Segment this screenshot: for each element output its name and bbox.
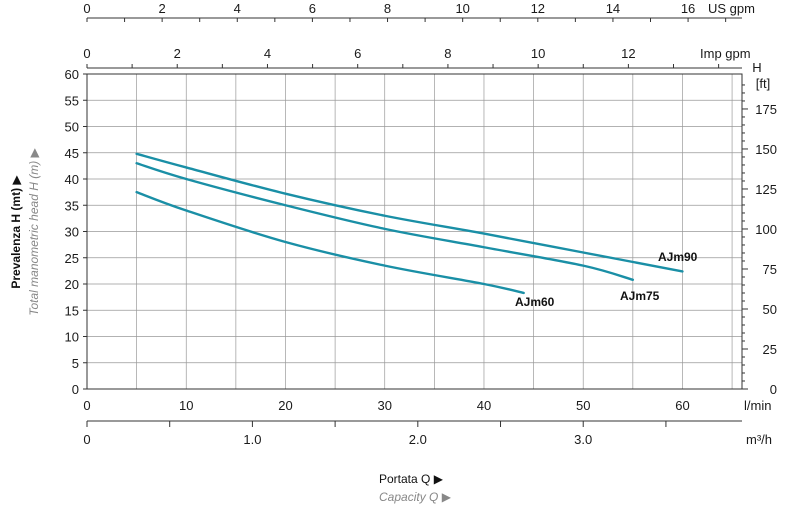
- us-gpm-tick-label: 6: [309, 1, 316, 16]
- m3h-unit-label: m³/h: [746, 432, 772, 447]
- series-label-ajm90: AJm90: [658, 250, 698, 264]
- m3h-tick-label: 3.0: [574, 432, 592, 447]
- x-axis-subtitle: Capacity Q ▶: [379, 490, 452, 504]
- x-axis-title: Portata Q ▶: [379, 472, 444, 486]
- imp-gpm-tick-label: 10: [531, 46, 545, 61]
- ft-tick-label: 125: [755, 182, 777, 197]
- ft-axis-title-unit: [ft]: [756, 76, 770, 91]
- ft-tick-label: 175: [755, 102, 777, 117]
- series-curve-ajm60: [135, 190, 525, 295]
- imp-gpm-tick-label: 12: [621, 46, 635, 61]
- series-curve-ajm90: [135, 152, 684, 273]
- y-tick-label: 55: [65, 93, 79, 108]
- ft-tick-label: 75: [763, 262, 777, 277]
- y-tick-label: 35: [65, 198, 79, 213]
- x-tick-label: 50: [576, 398, 590, 413]
- y-axis-title: Prevalenza H (mt) ▶: [9, 175, 23, 289]
- y-tick-label: 0: [72, 382, 79, 397]
- us-gpm-tick-label: 4: [234, 1, 241, 16]
- ft-axis-title-h: H: [752, 60, 761, 75]
- x-tick-label: 30: [377, 398, 391, 413]
- us-gpm-tick-label: 12: [531, 1, 545, 16]
- imp-gpm-tick-label: 4: [264, 46, 271, 61]
- series-curve-ajm75: [135, 162, 635, 281]
- us-gpm-tick-label: 10: [455, 1, 469, 16]
- m3h-tick-label: 0: [83, 432, 90, 447]
- imp-gpm-unit-label: Imp gpm: [700, 46, 751, 61]
- x-unit-label: l/min: [744, 398, 771, 413]
- us-gpm-tick-label: 14: [606, 1, 620, 16]
- ft-tick-label: 50: [763, 302, 777, 317]
- imp-gpm-tick-label: 6: [354, 46, 361, 61]
- ft-tick-label: 25: [763, 342, 777, 357]
- ft-tick-label: 150: [755, 142, 777, 157]
- us-gpm-tick-label: 8: [384, 1, 391, 16]
- imp-gpm-tick-label: 2: [174, 46, 181, 61]
- y-axis-subtitle: Total manometric head H (m) ▶: [27, 147, 41, 315]
- y-tick-label: 40: [65, 172, 79, 187]
- x-tick-label: 0: [83, 398, 90, 413]
- y-tick-label: 20: [65, 277, 79, 292]
- m3h-tick-label: 2.0: [409, 432, 427, 447]
- us-gpm-tick-label: 16: [681, 1, 695, 16]
- series-label-ajm75: AJm75: [620, 289, 660, 303]
- y-tick-label: 15: [65, 303, 79, 318]
- y-tick-label: 30: [65, 225, 79, 240]
- imp-gpm-tick-label: 8: [444, 46, 451, 61]
- series-label-ajm60: AJm60: [515, 295, 555, 309]
- ft-tick-label: 100: [755, 222, 777, 237]
- x-tick-label: 60: [675, 398, 689, 413]
- y-tick-label: 5: [72, 356, 79, 371]
- x-tick-label: 10: [179, 398, 193, 413]
- m3h-tick-label: 1.0: [243, 432, 261, 447]
- x-tick-label: 40: [477, 398, 491, 413]
- imp-gpm-tick-label: 0: [83, 46, 90, 61]
- y-tick-label: 60: [65, 67, 79, 82]
- y-tick-label: 10: [65, 330, 79, 345]
- us-gpm-unit-label: US gpm: [708, 1, 755, 16]
- us-gpm-tick-label: 2: [159, 1, 166, 16]
- x-tick-label: 20: [278, 398, 292, 413]
- us-gpm-tick-label: 0: [83, 1, 90, 16]
- y-tick-label: 50: [65, 120, 79, 135]
- ft-tick-label: 0: [770, 382, 777, 397]
- y-tick-label: 45: [65, 146, 79, 161]
- y-tick-label: 25: [65, 251, 79, 266]
